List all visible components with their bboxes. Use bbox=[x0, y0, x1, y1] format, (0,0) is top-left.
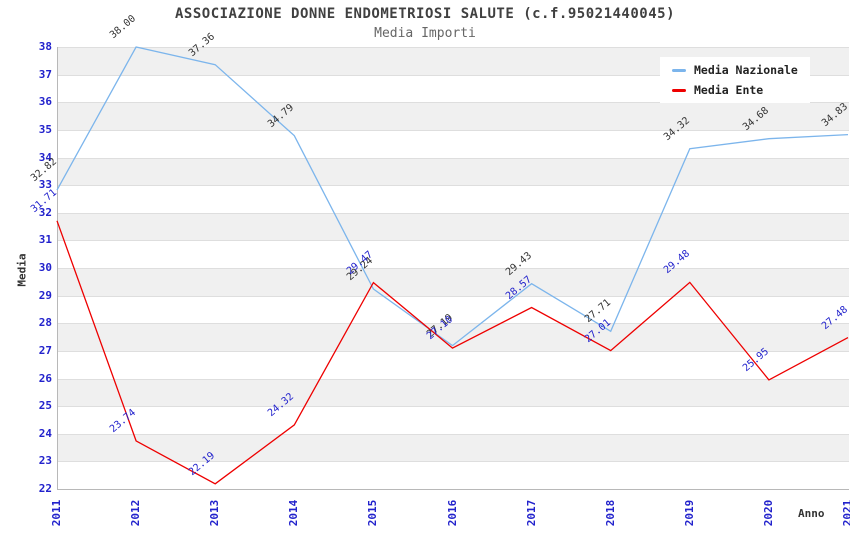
x-axis-title: Anno bbox=[798, 507, 825, 520]
y-tick-label: 34 bbox=[38, 150, 52, 164]
x-tick-label: 2019 bbox=[682, 499, 696, 527]
plot-area bbox=[57, 47, 849, 490]
grid-band bbox=[58, 378, 849, 407]
x-tick-label: 2020 bbox=[761, 499, 775, 527]
y-tick-label: 25 bbox=[38, 399, 52, 413]
y-tick-label: 23 bbox=[38, 454, 52, 468]
y-tick-label: 37 bbox=[38, 67, 52, 81]
y-tick-label: 28 bbox=[38, 316, 52, 330]
grid-band bbox=[58, 157, 849, 186]
grid-band bbox=[58, 185, 849, 213]
legend-swatch-nazionale-icon bbox=[672, 68, 686, 72]
legend-item-media-ente[interactable]: Media Ente bbox=[670, 82, 800, 98]
x-tick-label: 2013 bbox=[208, 499, 222, 527]
x-tick-label: 2015 bbox=[366, 499, 380, 527]
grid-band bbox=[58, 102, 849, 130]
x-tick-label: 2021 bbox=[841, 499, 850, 527]
x-tick-label: 2014 bbox=[287, 499, 301, 527]
series-line-media-ente bbox=[56, 220, 849, 485]
legend: Media Nazionale Media Ente bbox=[660, 57, 810, 103]
y-tick-label: 30 bbox=[38, 261, 52, 274]
grid-band bbox=[58, 129, 849, 158]
legend-label-nazionale: Media Nazionale bbox=[694, 63, 798, 77]
y-tick-label: 35 bbox=[38, 122, 52, 136]
y-tick-label: 32 bbox=[38, 205, 52, 219]
legend-swatch-ente-icon bbox=[672, 88, 686, 92]
series-line-media-nazionale bbox=[56, 46, 849, 347]
grid-band bbox=[58, 406, 849, 434]
legend-label-ente: Media Ente bbox=[694, 83, 764, 97]
grid-band bbox=[58, 268, 849, 296]
grid-band bbox=[58, 240, 849, 268]
y-tick-label: 22 bbox=[38, 482, 52, 495]
y-tick-label: 27 bbox=[38, 343, 52, 357]
y-tick-label: 24 bbox=[38, 426, 52, 440]
chart-subtitle: Media Importi bbox=[374, 26, 476, 41]
y-tick-label: 31 bbox=[38, 233, 52, 247]
y-tick-label: 33 bbox=[38, 178, 52, 192]
x-tick-label: 2012 bbox=[129, 499, 143, 527]
series-lines-layer bbox=[56, 46, 849, 485]
x-tick-label: 2017 bbox=[524, 499, 538, 527]
grid-band bbox=[58, 295, 849, 324]
grid-band bbox=[58, 461, 849, 489]
grid-band bbox=[58, 212, 849, 241]
x-tick-label: 2016 bbox=[445, 499, 459, 527]
grid-band bbox=[58, 323, 849, 351]
legend-item-media-nazionale[interactable]: Media Nazionale bbox=[670, 62, 800, 78]
y-tick-label: 38 bbox=[38, 40, 52, 53]
y-tick-label: 36 bbox=[38, 95, 52, 109]
grid-band bbox=[58, 350, 849, 379]
y-tick-label: 26 bbox=[38, 371, 52, 385]
y-tick-label: 29 bbox=[38, 288, 52, 302]
x-tick-label: 2011 bbox=[50, 499, 63, 527]
chart-title: ASSOCIAZIONE DONNE ENDOMETRIOSI SALUTE (… bbox=[174, 6, 675, 22]
x-tick-label: 2018 bbox=[603, 499, 617, 527]
grid-band bbox=[58, 433, 849, 462]
